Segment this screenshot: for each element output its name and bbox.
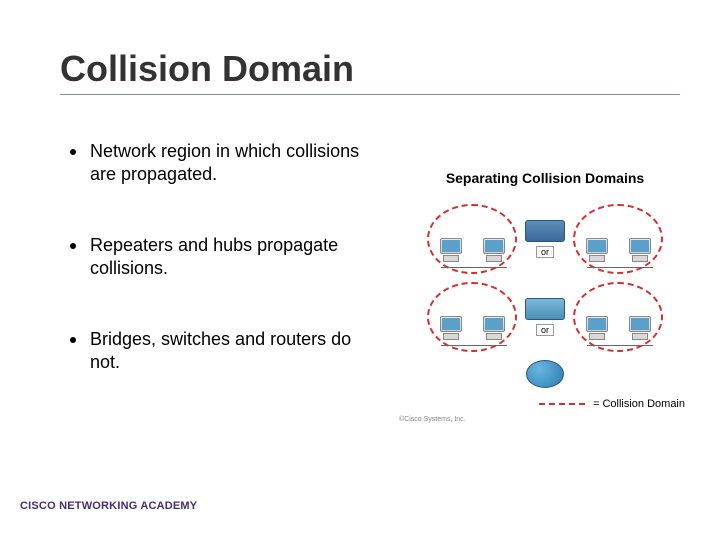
list-item: Repeaters and hubs propagate collisions. xyxy=(70,234,370,280)
list-item: Network region in which collisions are p… xyxy=(70,140,370,186)
bullet-list: Network region in which collisions are p… xyxy=(70,140,370,422)
device-stack: or xyxy=(525,298,565,336)
collision-domain-icon xyxy=(427,282,517,352)
or-label: or xyxy=(536,246,554,258)
computer-icon xyxy=(483,316,505,342)
switch-icon xyxy=(525,298,565,320)
bullet-text: Repeaters and hubs propagate collisions. xyxy=(90,234,370,280)
collision-domain-icon xyxy=(427,204,517,274)
collision-domain-icon xyxy=(573,204,663,274)
computer-icon xyxy=(586,238,608,264)
diagram-title: Separating Collision Domains xyxy=(395,170,695,186)
bridge-icon xyxy=(525,220,565,242)
bullet-icon xyxy=(70,337,76,343)
computer-icon xyxy=(586,316,608,342)
wire-icon xyxy=(441,345,507,346)
wire-icon xyxy=(587,345,653,346)
or-label: or xyxy=(536,324,554,336)
footer-brand: CISCO NETWORKING ACADEMY xyxy=(20,500,197,512)
bullet-text: Network region in which collisions are p… xyxy=(90,140,370,186)
title-underline xyxy=(60,94,680,95)
legend-line-icon xyxy=(539,403,585,405)
list-item: Bridges, switches and routers do not. xyxy=(70,328,370,374)
computer-icon xyxy=(483,238,505,264)
computer-icon xyxy=(440,316,462,342)
legend: = Collision Domain xyxy=(395,398,695,410)
diagram-row-router xyxy=(395,360,695,388)
router-icon xyxy=(526,360,564,388)
computer-icon xyxy=(440,238,462,264)
wire-icon xyxy=(587,267,653,268)
legend-label: = Collision Domain xyxy=(593,398,685,410)
collision-domain-icon xyxy=(573,282,663,352)
bullet-icon xyxy=(70,149,76,155)
page-title: Collision Domain xyxy=(60,48,354,90)
collision-domain-diagram: Separating Collision Domains or or xyxy=(395,170,695,450)
computer-icon xyxy=(629,316,651,342)
computer-icon xyxy=(629,238,651,264)
device-stack: or xyxy=(525,220,565,258)
bullet-text: Bridges, switches and routers do not. xyxy=(90,328,370,374)
bullet-icon xyxy=(70,243,76,249)
diagram-row-bridge: or xyxy=(395,204,695,274)
diagram-row-switch: or xyxy=(395,282,695,352)
wire-icon xyxy=(441,267,507,268)
copyright-text: ©Cisco Systems, Inc. xyxy=(395,416,695,423)
